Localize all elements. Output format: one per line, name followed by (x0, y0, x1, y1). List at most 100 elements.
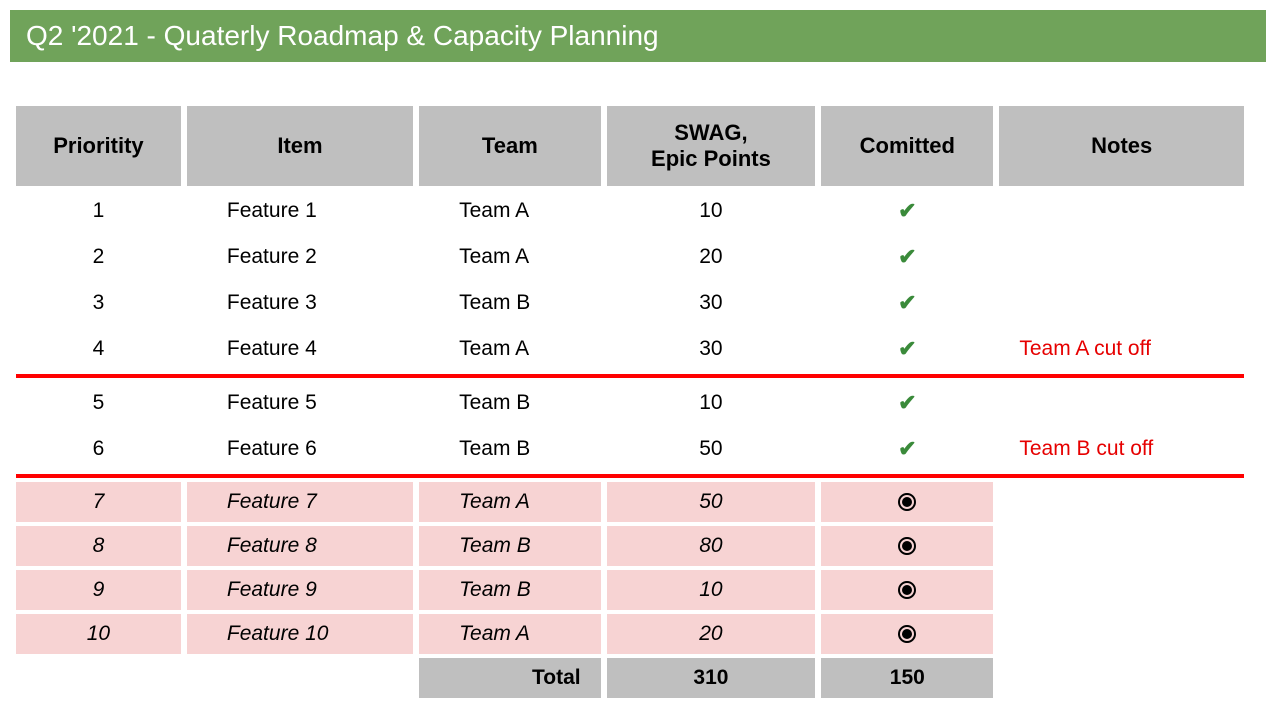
total-row: Total310150 (16, 658, 1244, 698)
cell-note: Team A cut off (999, 328, 1244, 370)
cell-item: Feature 4 (187, 328, 413, 370)
cell-team: Team B (419, 282, 600, 324)
cell-note (999, 526, 1244, 566)
cell-swag: 10 (607, 570, 816, 610)
cell-swag: 80 (607, 526, 816, 566)
col-notes: Notes (999, 106, 1244, 186)
table-row: 6Feature 6Team B50 ✔ Team B cut off (16, 428, 1244, 470)
total-swag: 310 (607, 658, 816, 698)
cell-priority: 9 (16, 570, 181, 610)
cell-note (999, 614, 1244, 654)
cell-committed (821, 482, 993, 522)
table-row: 4Feature 4Team A30 ✔ Team A cut off (16, 328, 1244, 370)
cell-item: Feature 2 (187, 236, 413, 278)
cell-team: Team A (419, 236, 600, 278)
check-icon: ✔ (898, 336, 916, 361)
cell-priority: 1 (16, 190, 181, 232)
bullet-icon (898, 581, 916, 599)
roadmap-table: Prioritity Item Team SWAG, Epic Points C… (10, 102, 1250, 702)
cell-committed: ✔ (821, 382, 993, 424)
check-icon: ✔ (898, 290, 916, 315)
cell-committed: ✔ (821, 282, 993, 324)
cell-team: Team B (419, 570, 600, 610)
cell-item: Feature 8 (187, 526, 413, 566)
total-blank (187, 658, 413, 698)
cell-swag: 30 (607, 282, 816, 324)
check-icon: ✔ (898, 390, 916, 415)
cell-note (999, 190, 1244, 232)
check-icon: ✔ (898, 244, 916, 269)
bullet-icon (898, 625, 916, 643)
table-header-row: Prioritity Item Team SWAG, Epic Points C… (16, 106, 1244, 186)
table-row: 1Feature 1Team A10 ✔ (16, 190, 1244, 232)
cell-priority: 4 (16, 328, 181, 370)
cell-committed (821, 570, 993, 610)
cell-priority: 2 (16, 236, 181, 278)
cell-priority: 7 (16, 482, 181, 522)
cell-note: Team B cut off (999, 428, 1244, 470)
col-swag: SWAG, Epic Points (607, 106, 816, 186)
cell-team: Team B (419, 428, 600, 470)
cell-swag: 10 (607, 382, 816, 424)
bullet-icon (898, 493, 916, 511)
cell-priority: 8 (16, 526, 181, 566)
cell-committed (821, 614, 993, 654)
cell-swag: 50 (607, 428, 816, 470)
cell-committed: ✔ (821, 236, 993, 278)
page-title: Q2 '2021 - Quaterly Roadmap & Capacity P… (10, 10, 1266, 62)
cell-committed: ✔ (821, 190, 993, 232)
cell-priority: 6 (16, 428, 181, 470)
cell-team: Team A (419, 482, 600, 522)
cell-item: Feature 7 (187, 482, 413, 522)
total-label: Total (419, 658, 600, 698)
cell-team: Team A (419, 328, 600, 370)
cell-note (999, 382, 1244, 424)
col-priority: Prioritity (16, 106, 181, 186)
total-committed: 150 (821, 658, 993, 698)
total-blank (999, 658, 1244, 698)
table-row: 8Feature 8Team B80 (16, 526, 1244, 566)
cell-note (999, 482, 1244, 522)
table-row: 2Feature 2Team A20 ✔ (16, 236, 1244, 278)
cell-committed (821, 526, 993, 566)
cutoff-line (16, 474, 1244, 478)
cell-item: Feature 6 (187, 428, 413, 470)
col-team: Team (419, 106, 600, 186)
cell-swag: 50 (607, 482, 816, 522)
cell-item: Feature 9 (187, 570, 413, 610)
cell-priority: 3 (16, 282, 181, 324)
bullet-icon (898, 537, 916, 555)
total-blank (16, 658, 181, 698)
cell-item: Feature 1 (187, 190, 413, 232)
table-row: 3Feature 3Team B30 ✔ (16, 282, 1244, 324)
cell-swag: 20 (607, 236, 816, 278)
cell-item: Feature 5 (187, 382, 413, 424)
check-icon: ✔ (898, 436, 916, 461)
col-committed: Comitted (821, 106, 993, 186)
cell-item: Feature 3 (187, 282, 413, 324)
cutoff-bar (16, 374, 1244, 378)
cell-committed: ✔ (821, 328, 993, 370)
cell-swag: 30 (607, 328, 816, 370)
check-icon: ✔ (898, 198, 916, 223)
cutoff-line (16, 374, 1244, 378)
col-item: Item (187, 106, 413, 186)
cell-note (999, 570, 1244, 610)
table-row: 5Feature 5Team B10 ✔ (16, 382, 1244, 424)
cell-note (999, 282, 1244, 324)
cell-priority: 10 (16, 614, 181, 654)
cell-team: Team A (419, 614, 600, 654)
cell-item: Feature 10 (187, 614, 413, 654)
cell-team: Team B (419, 382, 600, 424)
cell-team: Team A (419, 190, 600, 232)
cell-committed: ✔ (821, 428, 993, 470)
table-row: 9Feature 9Team B10 (16, 570, 1244, 610)
table-row: 10Feature 10Team A20 (16, 614, 1244, 654)
cell-team: Team B (419, 526, 600, 566)
cell-priority: 5 (16, 382, 181, 424)
cutoff-bar (16, 474, 1244, 478)
cell-note (999, 236, 1244, 278)
cell-swag: 10 (607, 190, 816, 232)
table-row: 7Feature 7Team A50 (16, 482, 1244, 522)
cell-swag: 20 (607, 614, 816, 654)
